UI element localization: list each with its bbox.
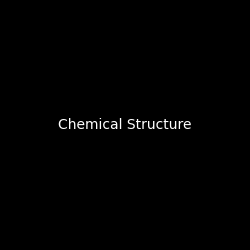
Text: Chemical Structure: Chemical Structure — [58, 118, 192, 132]
